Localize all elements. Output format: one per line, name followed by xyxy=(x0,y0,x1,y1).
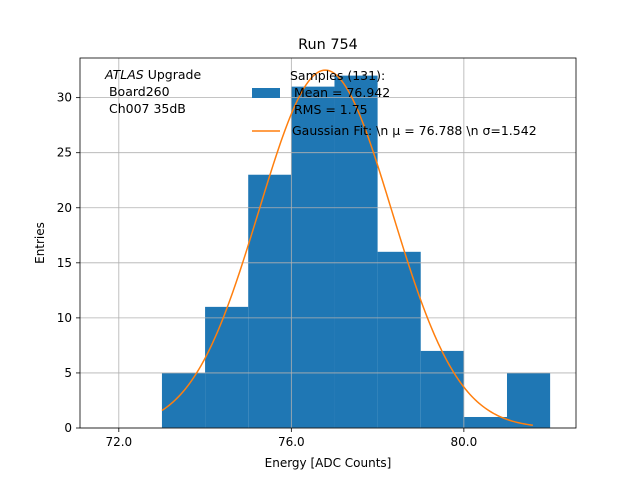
fit-curve-line xyxy=(161,69,533,426)
y-tick-label: 15 xyxy=(57,256,72,270)
legend-samples-mean: Mean = 76.942 xyxy=(290,85,390,100)
legend: Samples (131): Mean = 76.942 RMS = 1.75 … xyxy=(252,68,537,138)
y-tick-label: 5 xyxy=(64,366,72,380)
histogram-bar xyxy=(161,372,206,428)
x-tick-label: 72.0 xyxy=(105,435,132,449)
legend-samples-swatch xyxy=(252,88,280,98)
axes-frame xyxy=(79,57,577,429)
legend-fit-label: Gaussian Fit: \n μ = 76.788 \n σ=1.542 xyxy=(292,123,537,138)
histogram-bar xyxy=(205,306,249,428)
annotation-line-1: ATLAS Upgrade xyxy=(104,67,201,82)
histogram-bar xyxy=(291,86,335,428)
histogram-bar xyxy=(334,75,378,428)
histogram-bar xyxy=(377,251,421,428)
y-tick-label: 10 xyxy=(57,311,72,325)
y-tick-label: 30 xyxy=(57,91,72,105)
legend-samples-rms: RMS = 1.75 xyxy=(290,102,368,117)
x-axis-ticks: 72.0 76.0 80.0 xyxy=(105,428,477,449)
histogram-bar xyxy=(420,350,464,428)
annotation-upgrade: Upgrade xyxy=(144,67,202,82)
x-tick-label: 76.0 xyxy=(278,435,305,449)
atlas-annotation: ATLAS Upgrade Board260 Ch007 35dB xyxy=(104,67,201,116)
y-axis-ticks: 0 5 10 15 20 25 30 xyxy=(57,91,80,435)
legend-samples-title: Samples (131): xyxy=(290,68,385,83)
annotation-line-3: Ch007 35dB xyxy=(105,101,186,116)
y-axis-label: Entries xyxy=(33,222,47,264)
y-tick-label: 0 xyxy=(64,421,72,435)
chart-title: Run 754 xyxy=(298,37,358,53)
annotation-line-2: Board260 xyxy=(105,84,170,99)
annotation-atlas: ATLAS xyxy=(104,67,144,82)
histogram-bar xyxy=(506,372,551,428)
y-tick-label: 25 xyxy=(57,146,72,160)
histogram-bars xyxy=(161,75,551,428)
x-axis-label: Energy [ADC Counts] xyxy=(265,456,392,470)
histogram-bar xyxy=(248,174,292,428)
histogram-bar xyxy=(463,416,507,428)
gaussian-fit-curve xyxy=(161,69,533,426)
y-tick-label: 20 xyxy=(57,201,72,215)
x-tick-label: 80.0 xyxy=(451,435,478,449)
